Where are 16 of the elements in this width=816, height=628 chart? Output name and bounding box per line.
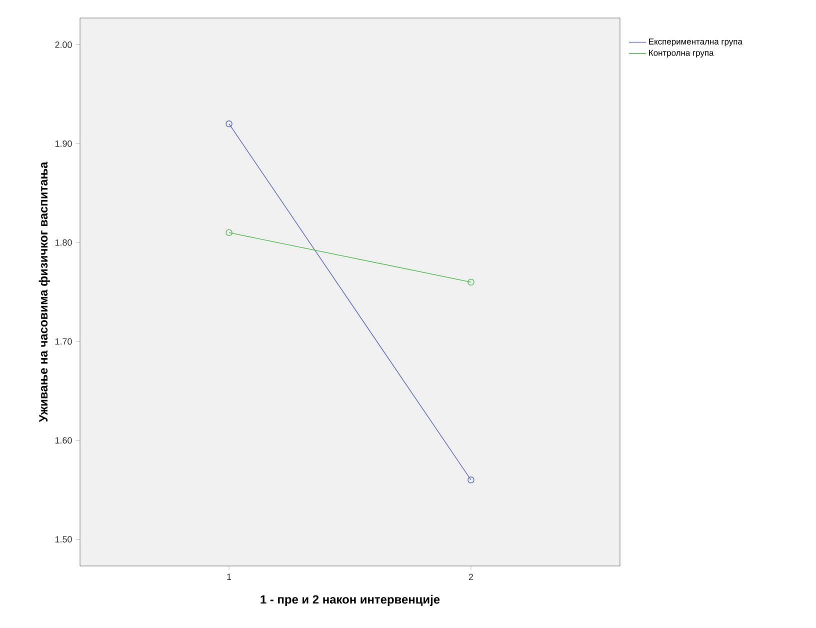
x-tick-label: 2 xyxy=(468,574,474,580)
y-tick-label: 1.50 xyxy=(55,536,72,542)
x-axis-title: 1 - пре и 2 након интервенције xyxy=(260,594,440,606)
legend-label: Експериментална група xyxy=(649,38,742,46)
y-tick-label: 1.60 xyxy=(55,437,72,444)
x-tick-label: 1 xyxy=(227,574,232,580)
y-tick-label: 2.00 xyxy=(55,42,72,48)
y-axis-title: Уживање на часовима физичког васпитања xyxy=(38,162,50,422)
legend-label: Контролна група xyxy=(649,50,714,58)
y-tick-label: 1.70 xyxy=(55,338,72,345)
point xyxy=(468,476,474,484)
point xyxy=(468,278,474,286)
point xyxy=(226,120,232,128)
y-tick-label: 1.80 xyxy=(55,239,72,246)
point xyxy=(226,229,232,236)
y-tick-label: 1.90 xyxy=(55,140,72,147)
